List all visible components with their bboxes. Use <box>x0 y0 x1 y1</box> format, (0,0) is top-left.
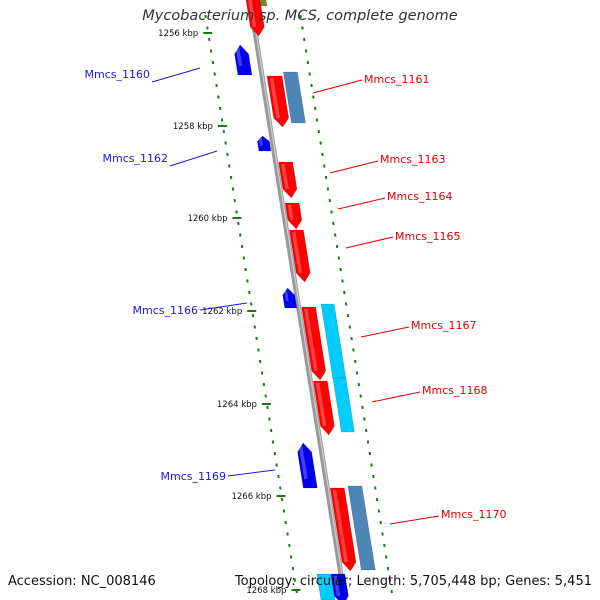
gene-leader-line <box>371 391 421 403</box>
gene-arrow <box>278 161 298 199</box>
gene-leader-line <box>360 326 410 338</box>
gene-label[interactable]: Mmcs_1166 <box>133 304 198 317</box>
gene-cut-red <box>245 0 265 37</box>
tick-layer: 1256 kbp 1258 kbp 1260 kbp 1262 kbp 1264 kbp… <box>158 14 393 596</box>
gene-leader-line <box>329 160 379 174</box>
gene-label[interactable]: Mmcs_1161 <box>364 73 429 86</box>
backbone-highlight <box>250 0 347 600</box>
gene-arrow <box>257 135 272 152</box>
gene-cut-cyan <box>316 573 336 600</box>
gene-leader-line <box>227 469 276 477</box>
gene-arrow <box>284 202 303 230</box>
gene-arrow-shade <box>304 308 318 372</box>
gene-label[interactable]: Mmcs_1162 <box>103 152 168 165</box>
gene-cut-blue-shade <box>333 575 341 597</box>
map-title: Mycobacterium sp. MCS, complete genome <box>142 8 458 24</box>
gene-arrow-shade <box>287 204 294 221</box>
gene-leader-line <box>199 302 248 311</box>
gene-arrow <box>312 380 335 436</box>
gene-arrow-shade <box>298 444 308 480</box>
gene-cut-red-shade <box>248 0 257 28</box>
tick-label: 1266 kbp <box>231 492 271 502</box>
gene-leader-line <box>312 79 363 94</box>
genome-stats-text: Topology: circular; Length: 5,705,448 bp… <box>234 574 592 589</box>
gene-arrow-shade <box>281 163 289 190</box>
gene-arrow-shade <box>315 382 327 427</box>
gene-label[interactable]: Mmcs_1170 <box>441 508 506 521</box>
tick-label: 1268 kbp <box>246 586 286 596</box>
gene-label[interactable]: Mmcs_1169 <box>161 470 226 483</box>
gene-label[interactable]: Mmcs_1163 <box>380 153 445 166</box>
feature-layer <box>234 0 376 600</box>
gene-arrow <box>266 75 290 128</box>
gene-arrow-shade <box>332 489 348 563</box>
gene-leader-line <box>151 67 201 83</box>
tick-label: 1258 kbp <box>173 122 213 132</box>
tick-label: 1260 kbp <box>187 214 227 224</box>
tick-label: 1264 kbp <box>217 400 257 410</box>
gene-arrow-shade <box>258 137 264 147</box>
gene-arrow <box>329 487 357 572</box>
feature-bar-rna <box>283 71 306 124</box>
feature-bar-cyan <box>332 377 355 433</box>
gene-arrow <box>234 44 253 76</box>
gene-cut-blue <box>330 573 349 600</box>
gene-leader-line <box>345 236 394 249</box>
gene-arrow-shade <box>291 231 303 274</box>
backbone-layer <box>247 0 348 600</box>
gene-arrow-shade <box>269 77 281 119</box>
gene-arrow <box>289 229 311 283</box>
gene-leader-line <box>389 515 440 525</box>
accession-text: Accession: NC_008146 <box>8 574 156 589</box>
tick-label: 1256 kbp <box>158 29 198 39</box>
gene-label[interactable]: Mmcs_1168 <box>422 384 487 397</box>
gene-label[interactable]: Mmcs_1165 <box>395 230 460 243</box>
gene-arrow <box>282 287 298 309</box>
gene-label[interactable]: Mmcs_1167 <box>411 319 476 332</box>
gene-arrow-shade <box>235 46 243 67</box>
gene-arrow-shade <box>283 289 289 302</box>
gene-leader-line <box>337 197 386 210</box>
tick-label: 1262 kbp <box>202 307 242 317</box>
gene-arrow <box>301 306 327 381</box>
gene-leader-line <box>169 150 218 167</box>
gene-label[interactable]: Mmcs_1164 <box>387 190 452 203</box>
feature-bar-rna <box>347 485 376 571</box>
gene-arrow <box>297 442 318 489</box>
label-layer: Mmcs_1160 Mmcs_1161 Mmcs_1162 Mmcs_1163 Mmcs… <box>85 67 506 525</box>
gene-label[interactable]: Mmcs_1160 <box>85 68 150 81</box>
backbone-line <box>247 0 348 600</box>
